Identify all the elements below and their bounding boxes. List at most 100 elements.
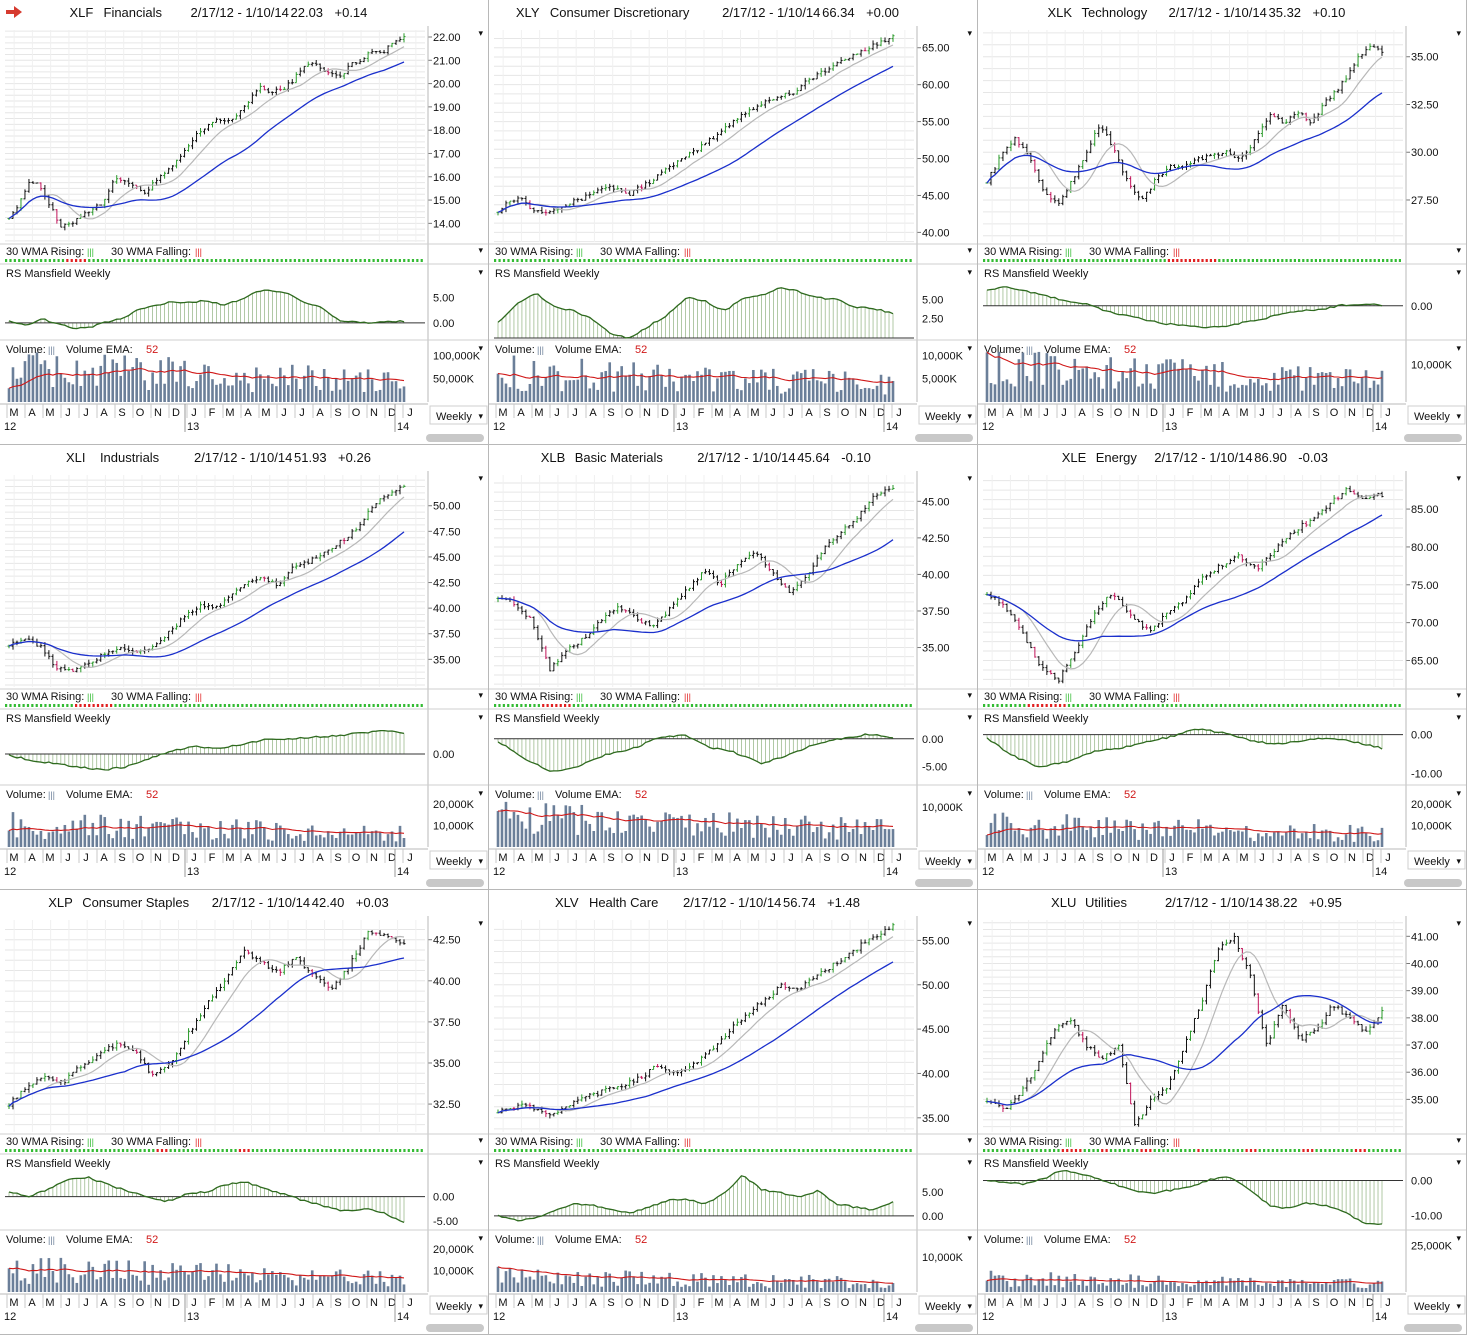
horizontal-scrollbar[interactable]	[915, 879, 973, 887]
wma-menu-icon[interactable]: ▾	[967, 690, 972, 700]
volume-bar	[596, 389, 600, 402]
rs-line	[986, 286, 1383, 329]
wma10-line	[986, 56, 1383, 192]
panel-menu-icon[interactable]: ▾	[478, 28, 483, 38]
wma-flag-tick	[1373, 259, 1376, 262]
price-bar	[739, 111, 743, 123]
price-bar	[684, 156, 688, 160]
wma-flag-tick	[1075, 259, 1078, 262]
panel-menu-icon[interactable]: ▾	[1456, 28, 1461, 38]
wma-menu-icon[interactable]: ▾	[1456, 245, 1461, 255]
wma-flag-tick	[760, 704, 764, 707]
period-selector-label[interactable]: Weekly	[436, 411, 472, 423]
period-dropdown-icon[interactable]: ▾	[478, 856, 483, 866]
wma-flag-tick	[175, 259, 178, 262]
volume-bar	[608, 827, 612, 847]
wma-flag-tick	[289, 704, 292, 707]
wma-flag-tick	[529, 704, 532, 707]
horizontal-scrollbar[interactable]	[1404, 434, 1462, 442]
price-bar	[1372, 44, 1376, 48]
wma-menu-icon[interactable]: ▾	[967, 245, 972, 255]
horizontal-scrollbar[interactable]	[426, 879, 484, 887]
price-bar	[616, 603, 620, 614]
wma-menu-icon[interactable]: ▾	[1456, 690, 1461, 700]
price-bar	[1280, 117, 1284, 124]
wma-flag-tick	[542, 704, 545, 707]
volume-label: Volume:	[495, 789, 535, 801]
volume-menu-icon[interactable]: ▾	[478, 343, 483, 353]
rs-menu-icon[interactable]: ▾	[478, 712, 483, 722]
horizontal-scrollbar[interactable]	[426, 434, 484, 442]
volume-bar	[75, 360, 79, 402]
volume-menu-icon[interactable]: ▾	[967, 788, 972, 798]
wma-flag-tick	[708, 259, 711, 262]
period-selector[interactable]	[429, 850, 488, 870]
chart-symbol[interactable]: XLK	[1047, 5, 1073, 20]
month-tick-label: S	[823, 852, 830, 864]
price-bar	[1256, 130, 1260, 144]
period-selector[interactable]	[918, 405, 977, 425]
period-dropdown-icon[interactable]: ▾	[478, 411, 483, 421]
price-bar	[727, 569, 731, 577]
volume-menu-icon[interactable]: ▾	[1456, 343, 1461, 353]
wma-menu-icon[interactable]: ▾	[478, 690, 483, 700]
period-dropdown-icon[interactable]: ▾	[967, 411, 972, 421]
period-selector-label[interactable]: Weekly	[1414, 411, 1450, 423]
wma-menu-icon[interactable]: ▾	[478, 245, 483, 255]
chart-symbol[interactable]: XLB	[540, 450, 566, 465]
rs-menu-icon[interactable]: ▾	[1456, 712, 1461, 722]
wma-flag-tick	[407, 259, 410, 262]
price-bar	[1284, 119, 1288, 124]
volume-bar	[1149, 833, 1152, 847]
chart-symbol[interactable]: XLY	[515, 5, 540, 20]
wma-flag-tick	[1032, 704, 1035, 707]
period-selector[interactable]	[1407, 405, 1466, 425]
wma-flag-tick	[1352, 259, 1355, 262]
wma-rising-swatch: |||	[87, 247, 94, 257]
rs-mansfield-pane: RS Mansfield Weekly ▾5.002.50	[489, 263, 977, 339]
volume-bar	[358, 833, 362, 847]
volume-menu-icon[interactable]: ▾	[478, 788, 483, 798]
period-selector-label[interactable]: Weekly	[925, 411, 961, 423]
rs-menu-icon[interactable]: ▾	[1456, 267, 1461, 277]
rs-menu-icon[interactable]: ▾	[967, 712, 972, 722]
price-bar	[1157, 623, 1161, 628]
period-dropdown-icon[interactable]: ▾	[1456, 411, 1461, 421]
volume-bar	[7, 830, 11, 847]
wma-flag-tick	[368, 704, 371, 707]
horizontal-scrollbar[interactable]	[915, 434, 973, 442]
panel-menu-icon[interactable]: ▾	[967, 473, 972, 483]
period-selector-label[interactable]: Weekly	[436, 856, 472, 868]
price-bar	[887, 38, 891, 45]
volume-menu-icon[interactable]: ▾	[1456, 788, 1461, 798]
period-selector[interactable]	[429, 405, 488, 425]
panel-menu-icon[interactable]: ▾	[967, 28, 972, 38]
rs-menu-icon[interactable]: ▾	[478, 267, 483, 277]
month-tick-label: M	[45, 852, 54, 864]
red-arrow-icon[interactable]	[6, 6, 22, 18]
wma10-line	[8, 496, 405, 669]
volume-bar	[334, 837, 338, 847]
volume-bar	[275, 822, 278, 847]
wma-flag-tick	[659, 259, 662, 262]
volume-bar	[39, 830, 43, 847]
price-bar	[835, 535, 839, 544]
chart-header: XLY Consumer Discretionary 2/17/12 - 1/1…	[489, 0, 977, 26]
wma-flag-tick	[844, 704, 847, 707]
period-selector[interactable]	[918, 850, 977, 870]
chart-symbol[interactable]: XLF	[69, 5, 94, 20]
panel-menu-icon[interactable]: ▾	[1456, 473, 1461, 483]
period-selector-label[interactable]: Weekly	[925, 856, 961, 868]
price-bar	[544, 209, 548, 216]
panel-menu-icon[interactable]: ▾	[478, 473, 483, 483]
period-dropdown-icon[interactable]: ▾	[967, 856, 972, 866]
wma-flag-tick	[568, 704, 571, 707]
wma-status-row: 30 WMA Rising: ||| 30 WMA Falling: ||| ▾	[0, 688, 488, 707]
volume-bar	[1049, 356, 1053, 402]
rs-menu-icon[interactable]: ▾	[967, 267, 972, 277]
month-tick-label: M	[750, 407, 759, 419]
month-tick-label: J	[554, 852, 560, 864]
volume-menu-icon[interactable]: ▾	[967, 343, 972, 353]
chart-symbol[interactable]: XLI	[65, 450, 86, 465]
month-tick-label: J	[1385, 407, 1391, 419]
